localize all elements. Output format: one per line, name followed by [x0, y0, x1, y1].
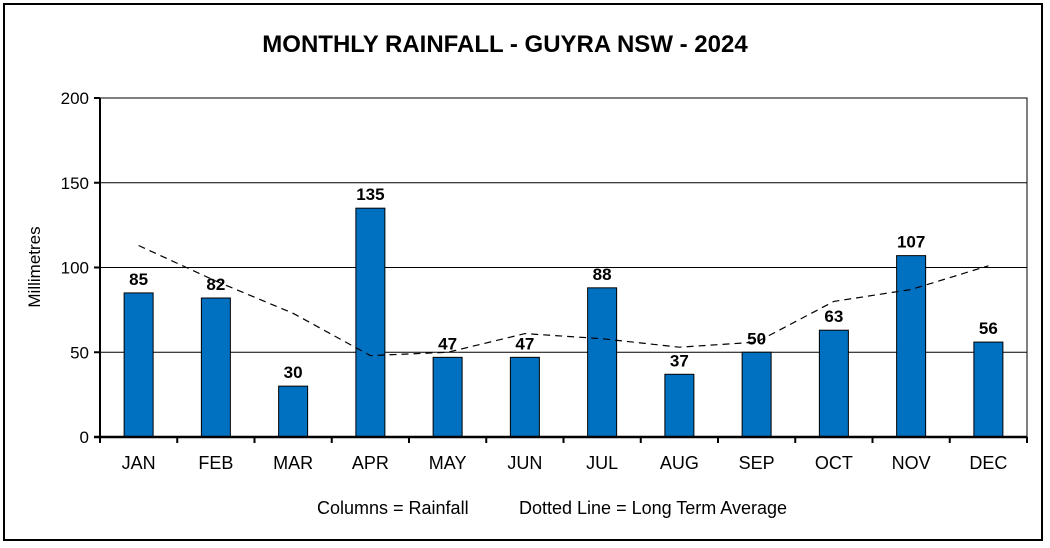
axes	[94, 97, 1028, 443]
x-tick-label-dec: DEC	[969, 453, 1007, 473]
bar-nov	[896, 255, 927, 438]
data-label-aug: 37	[670, 351, 689, 370]
x-tick-label-aug: AUG	[660, 453, 699, 473]
bar-jul	[587, 287, 618, 438]
data-label-oct: 63	[824, 307, 843, 326]
bar-feb	[200, 297, 231, 438]
data-labels: 85 82 30 135 47 47 88 37 50 63 107 56	[129, 185, 998, 382]
x-tick-labels: JAN FEB MAR APR MAY JUN JUL AUG SEP OCT NOV DEC	[122, 453, 1008, 473]
y-tick-labels: 0 50 100 150 200	[61, 89, 89, 447]
data-label-mar: 30	[284, 363, 303, 382]
x-tick-label-jun: JUN	[507, 453, 542, 473]
legend-columns: Columns = Rainfall	[317, 498, 469, 518]
x-tick-label-jan: JAN	[122, 453, 156, 473]
bar-dec	[973, 341, 1004, 438]
bar-aug	[664, 373, 695, 438]
bar-apr	[355, 207, 386, 438]
data-label-dec: 56	[979, 319, 998, 338]
y-tick-label-100: 100	[61, 259, 89, 278]
x-tick-label-may: MAY	[429, 453, 467, 473]
data-label-jul: 88	[593, 265, 612, 284]
data-label-sep: 50	[747, 329, 766, 348]
y-tick-label-50: 50	[70, 343, 89, 362]
legend-dotted-line: Dotted Line = Long Term Average	[519, 498, 787, 518]
x-tick-label-sep: SEP	[739, 453, 775, 473]
data-label-may: 47	[438, 334, 457, 353]
rainfall-chart: MONTHLY RAINFALL - GUYRA NSW - 2024 0 50 1…	[25, 31, 1028, 518]
data-label-jan: 85	[129, 270, 148, 289]
data-label-nov: 107	[897, 233, 925, 252]
x-tick-label-apr: APR	[352, 453, 389, 473]
bar-jan	[123, 292, 154, 438]
x-tick-label-feb: FEB	[198, 453, 233, 473]
y-axis-label: Millimetres	[25, 226, 44, 307]
x-tick-label-jul: JUL	[586, 453, 618, 473]
chart-frame: MONTHLY RAINFALL - GUYRA NSW - 2024 0 50 1…	[3, 3, 1043, 541]
bar-oct	[818, 329, 849, 438]
gridlines	[100, 182, 1027, 353]
data-label-jun: 47	[515, 334, 534, 353]
bar-mar	[278, 385, 309, 438]
y-tick-label-150: 150	[61, 174, 89, 193]
data-label-feb: 82	[206, 275, 225, 294]
x-tick-label-nov: NOV	[892, 453, 931, 473]
bars	[123, 207, 1004, 438]
y-tick-label-0: 0	[80, 428, 89, 447]
x-tick-label-oct: OCT	[815, 453, 853, 473]
chart-title: MONTHLY RAINFALL - GUYRA NSW - 2024	[262, 31, 748, 58]
bar-may	[432, 356, 463, 438]
bar-sep	[741, 351, 772, 438]
x-tick-label-mar: MAR	[273, 453, 313, 473]
data-label-apr: 135	[356, 185, 384, 204]
y-tick-label-200: 200	[61, 89, 89, 108]
bar-jun	[509, 356, 540, 438]
long-term-average-line	[138, 244, 989, 357]
